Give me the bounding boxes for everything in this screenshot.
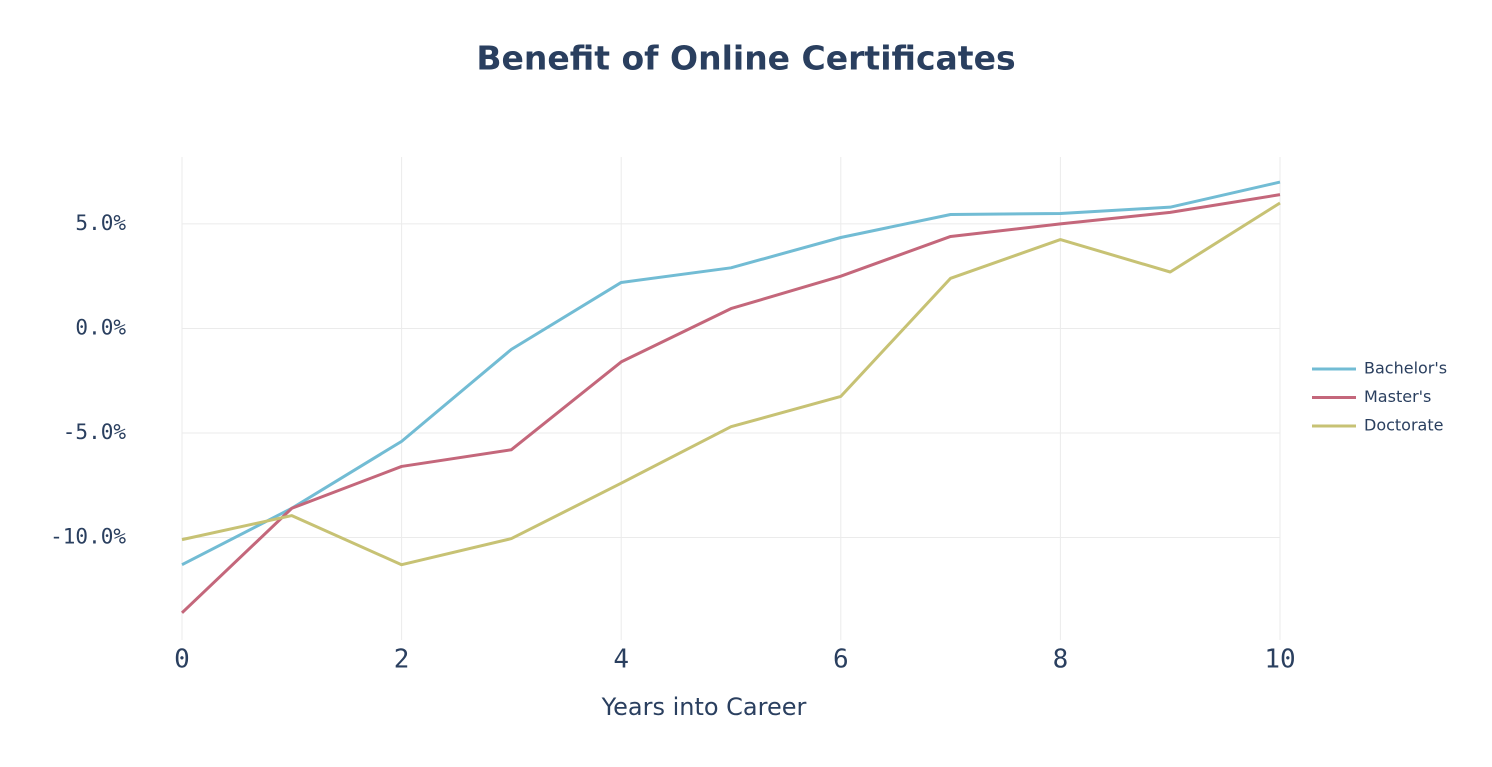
x-tick-label: 8 bbox=[1053, 645, 1069, 675]
x-tick-label: 4 bbox=[613, 645, 629, 675]
legend-label: Bachelor's bbox=[1364, 359, 1447, 378]
line-series bbox=[180, 193, 1281, 614]
y-tick-label: -5.0% bbox=[63, 420, 127, 444]
x-tick-label: 6 bbox=[833, 645, 849, 675]
legend-label: Doctorate bbox=[1364, 416, 1443, 435]
y-tick-label: 0.0% bbox=[75, 315, 126, 339]
x-axis-label: Years into Career bbox=[601, 693, 807, 721]
chart-title: Benefit of Online Certificates bbox=[476, 39, 1015, 78]
legend-label: Master's bbox=[1364, 387, 1431, 406]
line-series bbox=[181, 201, 1281, 567]
x-tick-label: 2 bbox=[394, 645, 410, 675]
y-tick-label: -10.0% bbox=[50, 525, 126, 549]
x-tick-label: 0 bbox=[174, 645, 190, 675]
line-series bbox=[181, 180, 1281, 567]
x-tick-label: 10 bbox=[1264, 645, 1295, 675]
y-tick-label: 5.0% bbox=[75, 211, 126, 235]
